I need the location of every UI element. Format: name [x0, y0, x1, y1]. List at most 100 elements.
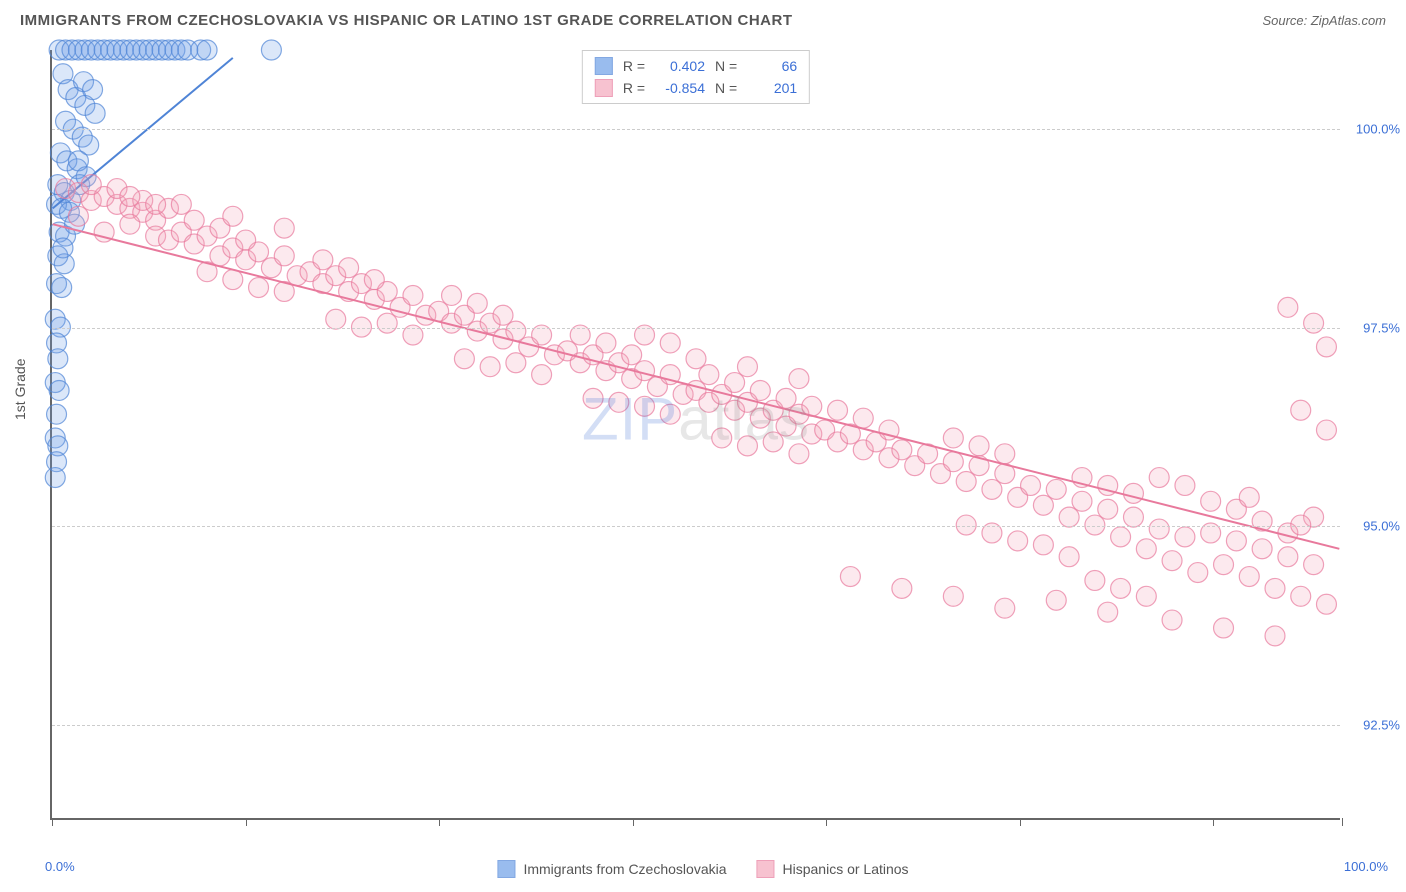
- data-point: [1149, 468, 1169, 488]
- data-point: [725, 373, 745, 393]
- data-point: [532, 365, 552, 385]
- data-point: [467, 293, 487, 313]
- y-tick-label: 95.0%: [1363, 519, 1400, 534]
- data-point: [1252, 539, 1272, 559]
- data-point: [45, 468, 65, 488]
- n-label-pink: N =: [715, 80, 737, 96]
- data-point: [1316, 337, 1336, 357]
- data-point: [377, 313, 397, 333]
- data-point: [892, 578, 912, 598]
- chart-plot-area: ZIPatlas R = 0.402 N = 66 R = -0.854 N =…: [50, 50, 1340, 820]
- data-point: [1175, 527, 1195, 547]
- data-point: [712, 428, 732, 448]
- data-point: [1316, 594, 1336, 614]
- data-point: [943, 452, 963, 472]
- x-tick: [826, 818, 827, 826]
- data-point: [1188, 563, 1208, 583]
- data-point: [53, 238, 73, 258]
- data-point: [1046, 479, 1066, 499]
- x-axis-max-label: 100.0%: [1344, 859, 1388, 874]
- data-point: [403, 285, 423, 305]
- data-point: [68, 206, 88, 226]
- data-point: [1123, 507, 1143, 527]
- data-point: [943, 586, 963, 606]
- data-point: [493, 305, 513, 325]
- x-tick: [633, 818, 634, 826]
- legend-item-pink: Hispanics or Latinos: [757, 860, 909, 878]
- data-point: [969, 436, 989, 456]
- data-point: [1033, 495, 1053, 515]
- data-point: [699, 365, 719, 385]
- data-point: [1239, 487, 1259, 507]
- data-point: [1111, 527, 1131, 547]
- data-point: [1304, 555, 1324, 575]
- data-point: [776, 388, 796, 408]
- data-point: [1214, 618, 1234, 638]
- data-point: [853, 408, 873, 428]
- data-point: [1291, 586, 1311, 606]
- swatch-blue-bottom: [497, 860, 515, 878]
- x-tick: [1213, 818, 1214, 826]
- data-point: [1098, 602, 1118, 622]
- data-point: [1214, 555, 1234, 575]
- n-label-blue: N =: [715, 58, 737, 74]
- data-point: [1033, 535, 1053, 555]
- data-point: [622, 345, 642, 365]
- data-point: [840, 567, 860, 587]
- data-point: [1239, 567, 1259, 587]
- data-point: [1265, 626, 1285, 646]
- data-point: [995, 598, 1015, 618]
- data-point: [1291, 400, 1311, 420]
- data-point: [750, 380, 770, 400]
- data-point: [223, 206, 243, 226]
- data-point: [339, 258, 359, 278]
- data-point: [943, 428, 963, 448]
- n-value-blue: 66: [747, 58, 797, 74]
- data-point: [1304, 313, 1324, 333]
- legend-row-blue: R = 0.402 N = 66: [595, 55, 797, 77]
- r-value-blue: 0.402: [655, 58, 705, 74]
- data-point: [1098, 499, 1118, 519]
- data-point: [1201, 491, 1221, 511]
- data-point: [1021, 475, 1041, 495]
- data-point: [1008, 531, 1028, 551]
- x-axis-min-label: 0.0%: [45, 859, 75, 874]
- title-bar: IMMIGRANTS FROM CZECHOSLOVAKIA VS HISPAN…: [0, 0, 1406, 37]
- data-point: [223, 270, 243, 290]
- data-point: [1149, 519, 1169, 539]
- swatch-blue: [595, 57, 613, 75]
- data-point: [635, 396, 655, 416]
- data-point: [249, 278, 269, 298]
- data-point: [326, 309, 346, 329]
- y-axis-label: 1st Grade: [12, 359, 28, 420]
- data-point: [1111, 578, 1131, 598]
- data-point: [48, 349, 68, 369]
- data-point: [480, 357, 500, 377]
- data-point: [1046, 590, 1066, 610]
- x-tick: [52, 818, 53, 826]
- data-point: [583, 388, 603, 408]
- data-point: [120, 187, 140, 207]
- data-point: [506, 321, 526, 341]
- data-point: [1265, 578, 1285, 598]
- data-point: [1291, 515, 1311, 535]
- data-point: [763, 432, 783, 452]
- gridline: [52, 129, 1340, 130]
- data-point: [146, 194, 166, 214]
- data-point: [52, 278, 72, 298]
- r-label-pink: R =: [623, 80, 645, 96]
- r-value-pink: -0.854: [655, 80, 705, 96]
- data-point: [737, 436, 757, 456]
- data-point: [184, 210, 204, 230]
- data-point: [442, 285, 462, 305]
- gridline: [52, 725, 1340, 726]
- trend-line: [53, 224, 1340, 549]
- data-point: [609, 392, 629, 412]
- n-value-pink: 201: [747, 80, 797, 96]
- data-point: [1226, 531, 1246, 551]
- data-point: [506, 353, 526, 373]
- correlation-legend: R = 0.402 N = 66 R = -0.854 N = 201: [582, 50, 810, 104]
- data-point: [261, 40, 281, 60]
- gridline: [52, 526, 1340, 527]
- data-point: [1316, 420, 1336, 440]
